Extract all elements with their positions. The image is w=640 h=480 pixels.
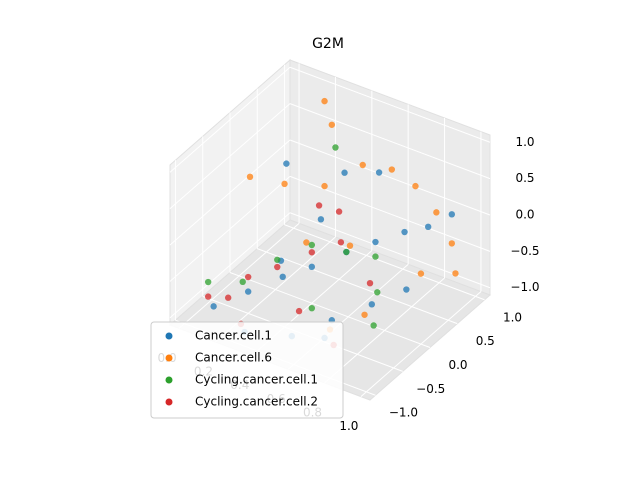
grid-line (289, 139, 491, 216)
point (370, 322, 377, 329)
point (372, 253, 379, 260)
point (337, 239, 345, 246)
grid-line (169, 139, 291, 246)
point (403, 286, 410, 293)
point (372, 238, 379, 246)
point (359, 161, 366, 169)
legend-label: Cycling.cancer.cell.1 (195, 373, 318, 387)
point (388, 166, 396, 173)
chart-title: G2M (312, 36, 344, 52)
point (210, 303, 217, 310)
point (315, 202, 323, 209)
point (317, 216, 325, 223)
legend-label: Cancer.cell.6 (195, 351, 272, 365)
legend-box (150, 321, 344, 419)
tick-label: 0.0 (448, 358, 467, 372)
legend-marker (165, 332, 173, 340)
point (368, 301, 376, 308)
tick-label: 1.0 (515, 135, 534, 149)
grid-line (257, 248, 458, 325)
tick-label: −0.5 (510, 244, 539, 258)
grid-line (169, 175, 291, 282)
point (295, 307, 303, 315)
point (308, 249, 316, 256)
point (346, 242, 354, 249)
tick-label: 0.5 (476, 334, 495, 348)
legend: Cancer.cell.1 Cancer.cell.6 Cycling.cancer… (150, 321, 344, 419)
point (332, 144, 339, 151)
tick-label: 1.0 (503, 310, 522, 324)
point (341, 169, 348, 176)
point (448, 211, 456, 218)
point (366, 279, 374, 287)
point (424, 223, 432, 231)
point (308, 263, 316, 271)
grid-line (169, 212, 291, 319)
legend-marker (165, 398, 173, 406)
tick-label: −1.0 (389, 406, 418, 420)
point (412, 182, 419, 190)
point (244, 288, 252, 295)
legend-label: Cycling.cancer.cell.2 (195, 395, 318, 409)
grid-line (289, 66, 491, 143)
point (335, 208, 343, 215)
point (224, 294, 232, 301)
point (274, 263, 281, 271)
grid-line (169, 103, 291, 210)
point (375, 169, 383, 176)
grid-line (289, 103, 491, 180)
tick-label: 0.5 (515, 171, 534, 185)
point (374, 289, 381, 296)
point (204, 278, 212, 286)
point (283, 160, 290, 167)
tick-label: −1.0 (510, 280, 539, 294)
legend-label: Cancer.cell.1 (195, 329, 272, 343)
grid-line (169, 66, 291, 173)
point (361, 311, 368, 318)
grid-line (229, 272, 431, 348)
point (279, 273, 286, 281)
legend-marker (165, 376, 173, 384)
point (244, 273, 252, 281)
point (417, 270, 425, 277)
point (308, 304, 316, 312)
tick-label: 0.0 (515, 208, 534, 222)
legend-marker (165, 354, 173, 362)
point (401, 228, 408, 236)
tick-label: −0.5 (416, 382, 445, 396)
point (321, 182, 328, 190)
grid-line (284, 224, 485, 301)
tick-label: 1.0 (339, 419, 358, 433)
point (452, 270, 459, 277)
point (448, 240, 456, 247)
point (328, 121, 336, 128)
point (274, 256, 281, 263)
point (239, 278, 246, 286)
point (303, 239, 310, 246)
point (308, 241, 316, 249)
point (246, 173, 254, 181)
point (281, 180, 288, 188)
point (343, 248, 350, 256)
point (433, 209, 440, 216)
point (204, 293, 212, 300)
point (321, 97, 328, 105)
